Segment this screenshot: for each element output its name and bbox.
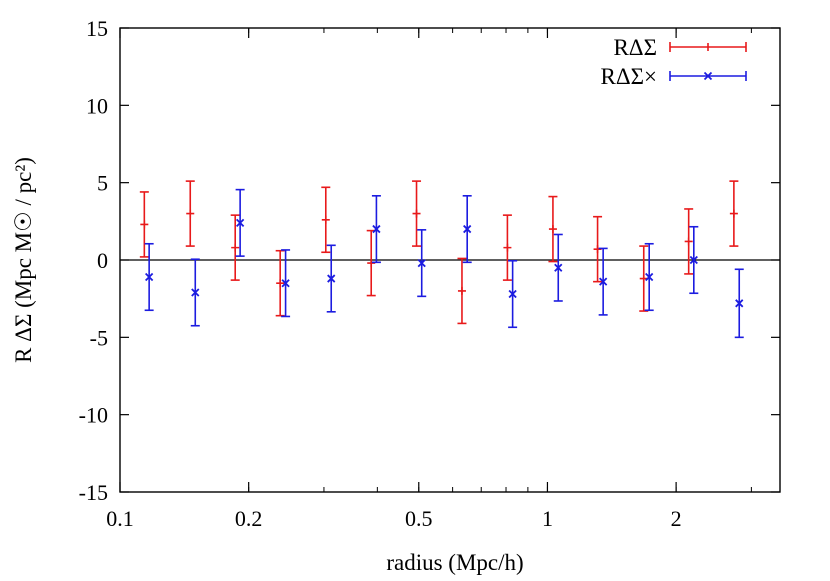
y-tick-label: 15 (86, 16, 108, 41)
x-tick-label: 0.1 (106, 506, 134, 531)
legend-label: RΔΣ× (601, 64, 658, 89)
data-point-cross (554, 263, 563, 272)
data-point-cross (417, 258, 426, 268)
x-tick-label: 0.5 (405, 506, 433, 531)
data-point-cross (145, 272, 154, 282)
y-tick-label: -5 (90, 325, 108, 350)
data-point-cross (372, 224, 381, 234)
data-point-plus (684, 237, 693, 246)
data-point-plus (412, 209, 421, 218)
data-point-plus (140, 220, 149, 229)
data-point-cross (327, 274, 336, 283)
plot-border (119, 27, 781, 493)
legend: RΔΣ RΔΣ× (601, 35, 747, 89)
data-point-cross (463, 224, 472, 234)
data-point-plus (729, 209, 738, 218)
plot-frame (119, 27, 781, 493)
data-point-cross (235, 218, 245, 228)
data-point-cross (645, 272, 654, 282)
legend-marker-cross (703, 71, 713, 81)
data-point-plus (276, 279, 285, 288)
y-tick-label: 5 (97, 171, 108, 196)
data-point-plus (503, 243, 512, 252)
data-series (139, 180, 744, 339)
data-point-plus (231, 243, 240, 252)
x-axis-title: radius (Mpc/h) (386, 550, 523, 575)
x-tick-label: 1 (542, 506, 553, 531)
y-axis-title: R ΔΣ (Mpc M☉ / pc²) (11, 157, 36, 363)
data-point-plus (457, 286, 466, 295)
series-rdeltasigma-cross (144, 188, 744, 339)
data-point-cross (191, 288, 200, 297)
data-point-cross (599, 277, 608, 286)
x-tick-label: 2 (671, 506, 682, 531)
data-point-cross (508, 289, 517, 299)
y-tick-label: 10 (86, 93, 108, 118)
data-point-plus (186, 209, 195, 218)
data-point-cross (689, 255, 698, 265)
data-point-plus (321, 215, 330, 224)
y-tick-label: 0 (97, 248, 108, 273)
y-tick-label: -10 (79, 403, 108, 428)
axis-ticks: -15 -10 -5 0 5 10 15 0.1 0.2 0.5 1 2 (79, 16, 780, 531)
data-point-cross (735, 299, 744, 308)
series-rdeltasigma (139, 180, 739, 325)
x-tick-label: 0.2 (235, 506, 263, 531)
legend-label: RΔΣ (613, 35, 657, 60)
data-point-cross (281, 279, 290, 288)
y-tick-label: -15 (79, 480, 108, 505)
data-point-plus (548, 225, 557, 234)
